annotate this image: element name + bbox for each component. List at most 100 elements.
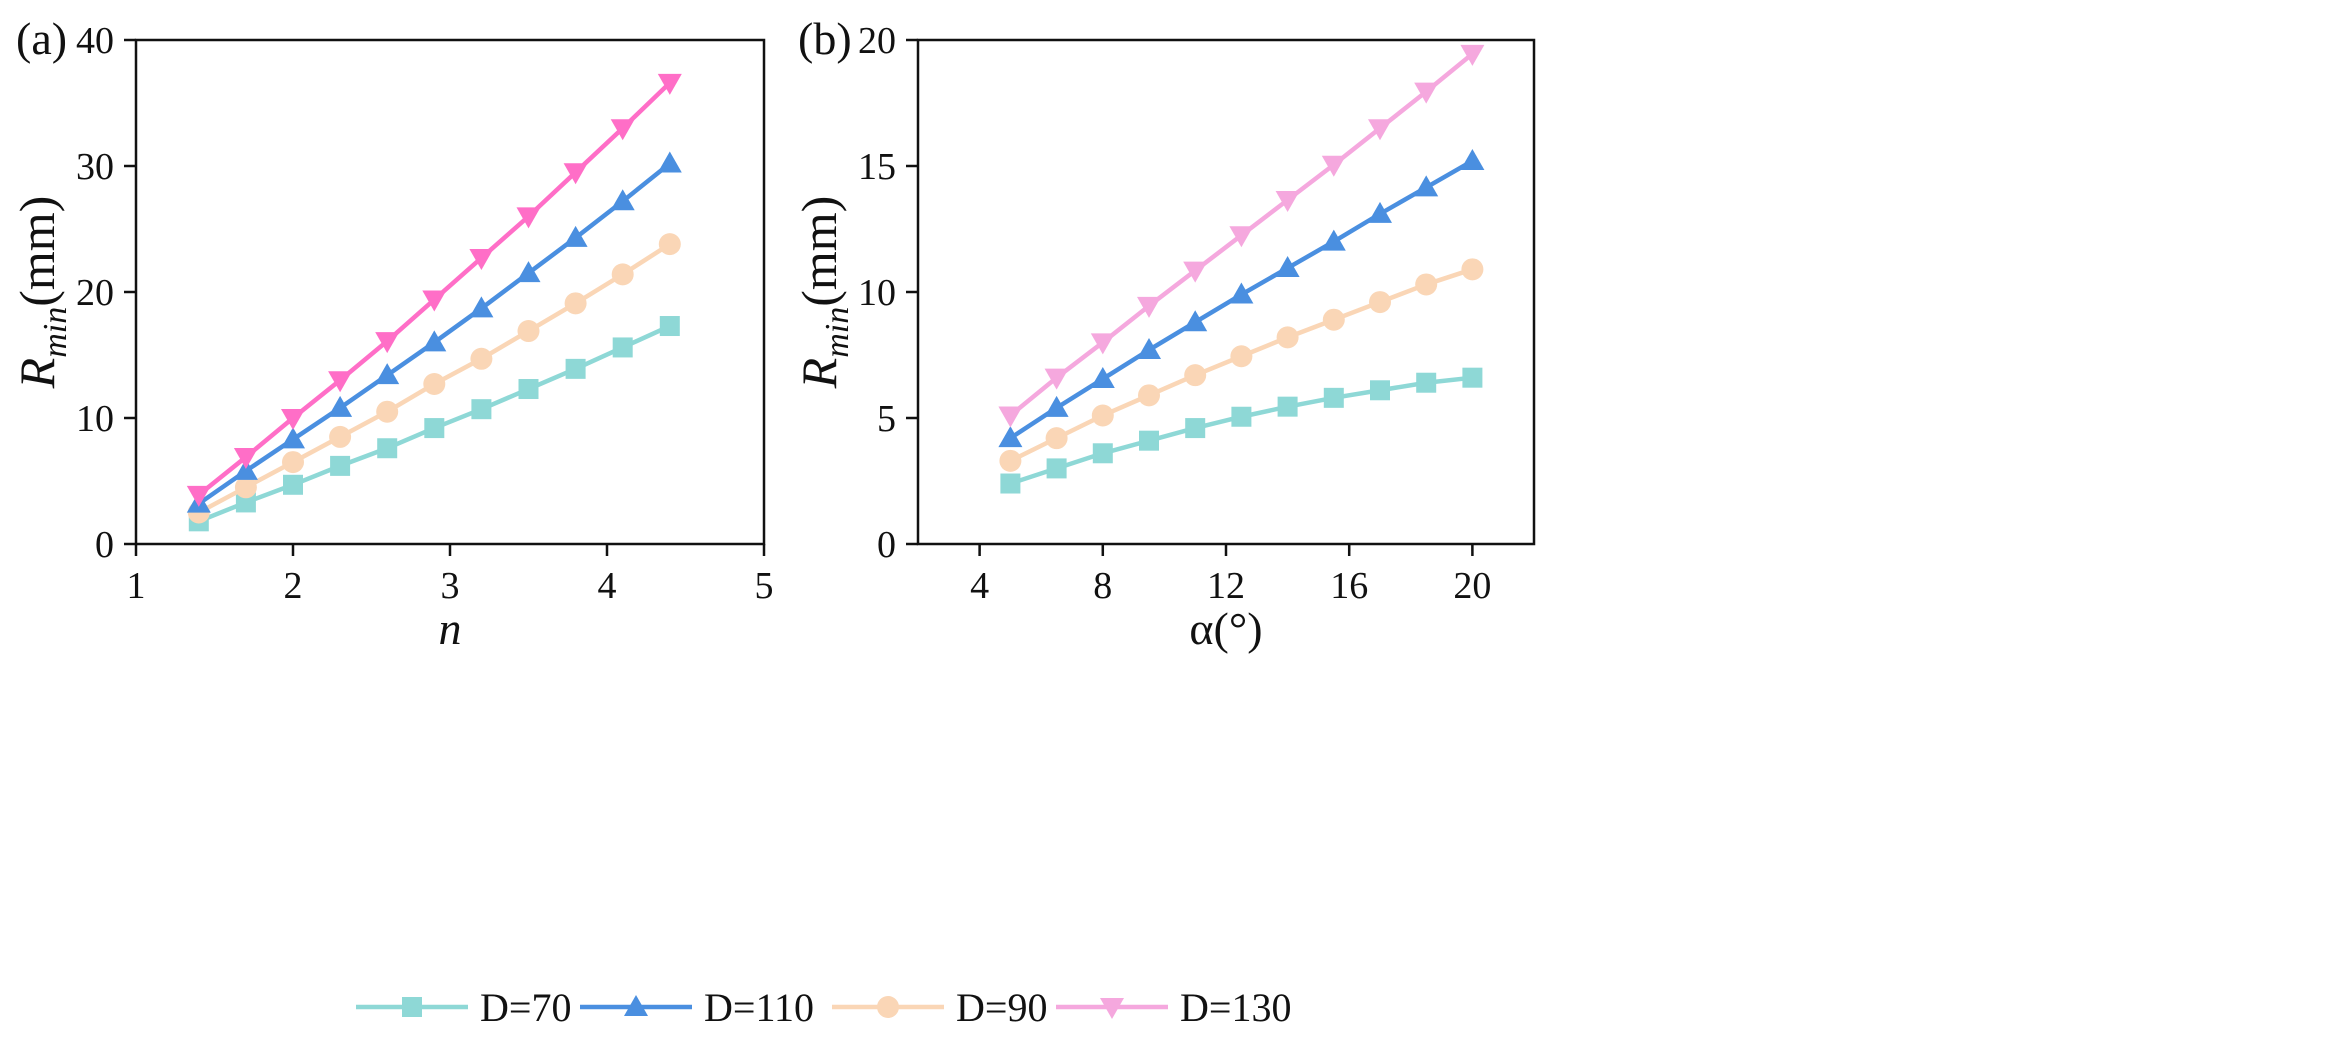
data-point xyxy=(281,409,305,430)
data-point xyxy=(1414,82,1439,104)
data-point xyxy=(610,119,635,141)
data-point xyxy=(999,449,1022,472)
series-d-130 xyxy=(186,73,682,507)
y-tick-label: 10 xyxy=(76,398,114,440)
series-d-90 xyxy=(999,258,1484,472)
data-point xyxy=(516,207,541,229)
data-point xyxy=(657,73,682,95)
data-point xyxy=(1000,473,1021,494)
data-point xyxy=(328,395,353,417)
data-point xyxy=(375,332,400,354)
data-point xyxy=(1461,258,1484,281)
data-point xyxy=(329,425,352,448)
data-point xyxy=(1090,366,1115,388)
data-point xyxy=(1046,458,1067,479)
data-point xyxy=(1321,229,1346,251)
data-point xyxy=(1368,201,1392,223)
panel-label: (b) xyxy=(798,13,852,64)
data-point xyxy=(1276,326,1299,349)
y-tick-label: 20 xyxy=(76,272,114,314)
data-point xyxy=(471,399,492,420)
data-point xyxy=(1185,418,1206,439)
data-point xyxy=(1229,226,1254,248)
y-axis-title: Rmin(mm) xyxy=(9,196,74,390)
data-point xyxy=(1044,368,1069,390)
series-d-110 xyxy=(998,148,1485,448)
y-axis-title: Rmin(mm) xyxy=(791,196,856,390)
data-point xyxy=(1415,273,1438,296)
data-point xyxy=(1229,282,1254,304)
data-point xyxy=(1090,333,1115,355)
y-axis-title-unit: (mm) xyxy=(791,196,847,307)
legend-marker xyxy=(1100,998,1124,1019)
x-tick-label: 1 xyxy=(127,565,146,607)
data-point xyxy=(1368,119,1392,141)
series-d-70 xyxy=(1000,367,1483,494)
series-d-110 xyxy=(186,151,682,513)
y-tick-label: 0 xyxy=(95,524,114,566)
legend-label: D=90 xyxy=(956,985,1047,1030)
legend: D=70 D=110 D=90 D=130 xyxy=(356,985,1291,1030)
y-tick-label: 5 xyxy=(877,398,896,440)
data-point xyxy=(1416,372,1437,393)
legend-item-d-110: D=110 xyxy=(580,985,814,1030)
data-point xyxy=(1231,406,1252,427)
data-point xyxy=(330,455,351,476)
data-point xyxy=(422,330,447,352)
data-point xyxy=(1369,291,1391,314)
data-point xyxy=(1460,44,1485,66)
x-tick-label: 4 xyxy=(970,565,989,607)
legend-label: D=70 xyxy=(480,985,571,1030)
data-point xyxy=(469,296,494,318)
data-point xyxy=(657,151,682,173)
chart-panel-a: (a) 1 2 3 4 5 0 10 20 30 40 n Rmin(mm) xyxy=(9,13,774,654)
data-point xyxy=(424,418,445,439)
data-point xyxy=(1045,427,1068,450)
data-point xyxy=(658,233,681,256)
data-point xyxy=(611,263,634,286)
series-d-70 xyxy=(188,316,680,532)
y-tick-label: 0 xyxy=(877,524,896,566)
data-point xyxy=(422,290,447,312)
data-point xyxy=(563,225,588,247)
y-axis-title-subscript: min xyxy=(819,307,856,358)
data-point xyxy=(998,426,1023,448)
data-point xyxy=(1460,148,1485,170)
y-axis-title-unit: (mm) xyxy=(9,196,65,307)
data-point xyxy=(1321,155,1346,177)
data-point xyxy=(518,379,539,400)
panel-label: (a) xyxy=(16,13,67,64)
x-tick-label: 3 xyxy=(441,565,460,607)
data-point xyxy=(1092,443,1113,464)
y-axis-title-subscript: min xyxy=(37,307,74,358)
data-point xyxy=(377,438,398,459)
data-point xyxy=(186,485,211,507)
legend-item-d-70: D=70 xyxy=(356,985,571,1030)
legend-marker xyxy=(877,996,899,1018)
legend-item-d-130: D=130 xyxy=(1056,985,1291,1030)
data-point xyxy=(1137,296,1161,318)
chart-panel-b: (b) 4 8 12 16 20 0 5 10 15 20 α(°) Rmin(mm) xyxy=(791,13,1536,654)
legend-marker xyxy=(624,995,648,1016)
data-point xyxy=(516,261,541,283)
data-point xyxy=(1275,256,1300,278)
data-point xyxy=(1277,396,1298,417)
y-tick-label: 20 xyxy=(858,20,896,62)
data-point xyxy=(565,358,586,379)
data-point xyxy=(659,316,680,337)
data-point xyxy=(1414,175,1439,197)
x-tick-label: 5 xyxy=(755,565,774,607)
legend-label: D=130 xyxy=(1180,985,1291,1030)
y-tick-label: 15 xyxy=(858,146,896,188)
data-point xyxy=(998,406,1023,428)
data-point xyxy=(282,451,304,474)
data-point xyxy=(235,492,256,513)
legend-marker xyxy=(402,997,422,1017)
legend-item-d-90: D=90 xyxy=(832,985,1047,1030)
data-point xyxy=(233,458,258,480)
data-point xyxy=(1322,308,1345,331)
x-axis-title: n xyxy=(439,603,462,654)
data-point xyxy=(1275,191,1300,213)
data-point xyxy=(612,337,633,358)
